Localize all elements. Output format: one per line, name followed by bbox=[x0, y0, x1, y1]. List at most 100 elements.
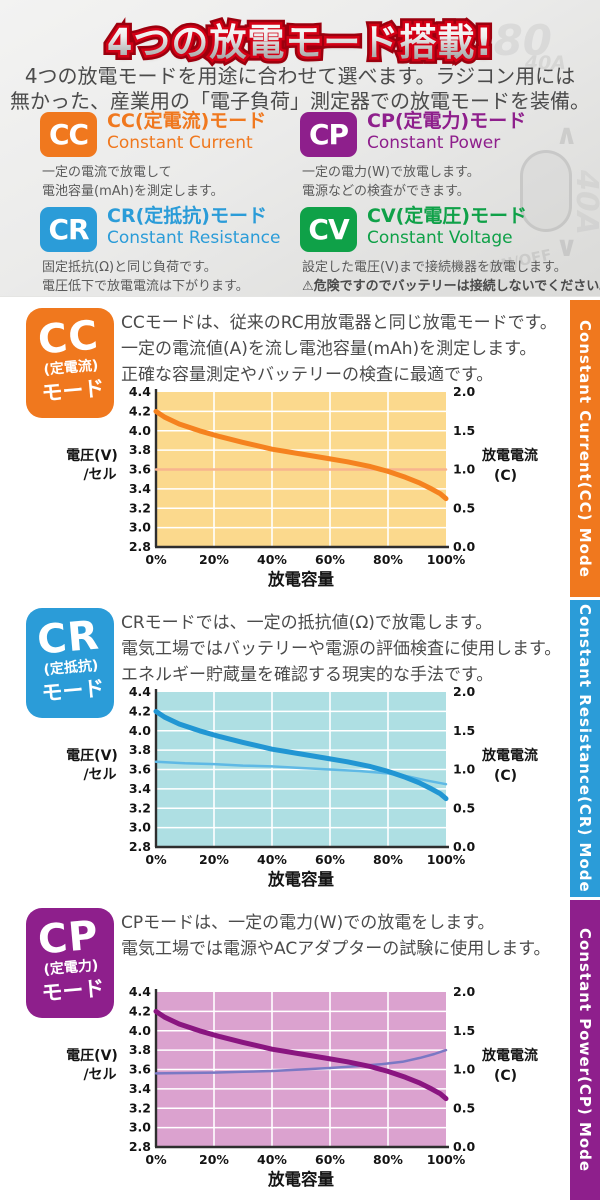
mode-card-cc: CC CC(定電流)モード Constant Current 一定の電流で放電し… bbox=[40, 110, 295, 202]
y-left-axis-label: /セル bbox=[83, 1067, 116, 1083]
mode-title: CV(定電圧)モード bbox=[367, 205, 528, 227]
x-tick: 20% bbox=[199, 852, 229, 867]
x-tick: 0% bbox=[145, 552, 167, 567]
x-tick: 0% bbox=[145, 1152, 167, 1167]
y-right-tick: 0.0 bbox=[453, 839, 475, 854]
y-left-tick: 3.6 bbox=[129, 1062, 151, 1077]
side-strip-label: Constant Current(CC) Mode bbox=[576, 319, 594, 578]
y-left-tick: 3.2 bbox=[129, 800, 151, 815]
y-left-axis-label: 電圧(V) bbox=[66, 447, 118, 464]
warning-text: ⚠危険ですのでバッテリーは接続しないでください。 bbox=[302, 279, 600, 294]
y-left-axis-label: /セル bbox=[83, 467, 116, 483]
y-right-axis-label: 放電電流 bbox=[481, 747, 538, 764]
x-tick: 40% bbox=[257, 552, 287, 567]
y-right-tick: 1.0 bbox=[453, 462, 475, 477]
y-left-axis-label: 電圧(V) bbox=[66, 1047, 118, 1064]
page-title-outline: 4つの放電モード搭載! bbox=[0, 12, 600, 69]
y-right-axis-label: 放電電流 bbox=[481, 1047, 538, 1064]
y-left-axis-label: 電圧(V) bbox=[66, 747, 118, 764]
y-left-tick: 4.2 bbox=[129, 403, 151, 418]
y-right-tick: 0.5 bbox=[453, 500, 475, 515]
cp-mode-badge: CP (定電力) モード bbox=[26, 908, 114, 1018]
y-left-tick: 4.0 bbox=[129, 1023, 151, 1038]
y-left-tick: 3.2 bbox=[129, 1100, 151, 1115]
side-strip-cp: Constant Power(CP) Mode bbox=[570, 900, 600, 1200]
y-left-tick: 3.0 bbox=[129, 1120, 151, 1135]
side-strip-label: Constant Resistance(CR) Mode bbox=[576, 604, 594, 893]
y-left-tick: 4.4 bbox=[129, 686, 151, 699]
y-right-tick: 1.5 bbox=[453, 723, 475, 738]
hero-section: 0380 40A ∧ ∨ ON/OFF 40A 4つの放電モード搭載! 4つの放… bbox=[0, 0, 600, 297]
y-right-tick: 2.0 bbox=[453, 986, 475, 999]
y-left-tick: 4.2 bbox=[129, 1003, 151, 1018]
series-電圧(V)/セル bbox=[153, 1008, 449, 1102]
x-axis-label: 放電容量 bbox=[267, 869, 335, 889]
cr-mode-badge: CR (定抵抗) モード bbox=[26, 608, 114, 718]
mode-card-cr: CR CR(定抵抗)モード Constant Resistance 固定抵抗(Ω… bbox=[40, 205, 295, 297]
x-tick: 60% bbox=[315, 552, 345, 567]
side-strip-label: Constant Power(CP) Mode bbox=[576, 927, 594, 1173]
x-tick: 80% bbox=[373, 1152, 403, 1167]
x-tick: 60% bbox=[315, 852, 345, 867]
y-right-tick: 2.0 bbox=[453, 386, 475, 399]
series-電圧(V)/セル bbox=[153, 408, 449, 502]
x-tick: 100% bbox=[427, 552, 466, 567]
page-title-fill: 4つの放電モード搭載! bbox=[0, 12, 600, 66]
y-left-tick: 4.4 bbox=[129, 386, 151, 399]
x-axis-label: 放電容量 bbox=[267, 569, 335, 589]
mode-title: CC(定電流)モード bbox=[107, 110, 267, 132]
y-left-tick: 3.8 bbox=[129, 1042, 151, 1057]
cc-mode-badge: CC (定電流) モード bbox=[26, 308, 114, 418]
x-tick: 40% bbox=[257, 1152, 287, 1167]
section-cr: CR (定抵抗) モード CRモードでは、一定の抵抗値(Ω)で放電します。 電気… bbox=[0, 600, 600, 897]
y-left-tick: 4.0 bbox=[129, 423, 151, 438]
badge-letters: CC bbox=[36, 312, 101, 364]
x-tick: 0% bbox=[145, 852, 167, 867]
y-left-tick: 3.2 bbox=[129, 500, 151, 515]
y-left-tick: 3.6 bbox=[129, 762, 151, 777]
mode-subtitle: Constant Power bbox=[367, 133, 501, 153]
section-paragraph: CRモードでは、一定の抵抗値(Ω)で放電します。 電気工場ではバッテリーや電源の… bbox=[121, 613, 562, 685]
y-right-tick: 0.0 bbox=[453, 539, 475, 554]
mode-description: 一定の電力(W)で放電します。 電源などの検査ができます。 bbox=[302, 165, 480, 199]
y-left-tick: 3.4 bbox=[129, 1081, 151, 1096]
y-right-tick: 1.0 bbox=[453, 762, 475, 777]
scroll-wheel-shape bbox=[520, 150, 572, 232]
page-title-stroke: 4つの放電モード搭載! bbox=[0, 12, 600, 67]
mode-title: CP(定電力)モード bbox=[367, 110, 527, 132]
y-left-tick: 3.8 bbox=[129, 442, 151, 457]
x-tick: 60% bbox=[315, 1152, 345, 1167]
x-tick: 100% bbox=[427, 1152, 466, 1167]
section-cp: CP (定電力) モード CPモードは、一定の電力(W)での放電をします。 電気… bbox=[0, 900, 600, 1200]
y-right-axis-label: (C) bbox=[494, 768, 517, 784]
cp-discharge-chart: 4.4 4.2 4.0 3.8 3.6 3.4 3.2 3.0 2.80% 20% 40% 60% 80… bbox=[66, 986, 538, 1189]
section-cc: CC (定電流) モード CCモードは、従来のRC用放電器と同じ放電モードです。… bbox=[0, 300, 600, 597]
y-right-tick: 0.5 bbox=[453, 800, 475, 815]
y-right-axis-label: (C) bbox=[494, 1068, 517, 1084]
mode-card-cv: CV CV(定電圧)モード Constant Voltage 設定した電圧(V)… bbox=[300, 205, 600, 297]
y-left-tick: 3.6 bbox=[129, 462, 151, 477]
x-tick: 20% bbox=[199, 1152, 229, 1167]
cc-badge: CC bbox=[40, 112, 97, 157]
cc-discharge-chart: 4.4 4.2 4.0 3.8 3.6 3.4 3.2 3.0 2.80% 20% 40% 60% 80… bbox=[66, 386, 538, 589]
y-right-tick: 2.0 bbox=[453, 686, 475, 699]
x-tick: 100% bbox=[427, 852, 466, 867]
y-left-tick: 4.2 bbox=[129, 703, 151, 718]
cp-badge: CP bbox=[300, 112, 357, 157]
badge-letters: CR bbox=[35, 612, 102, 664]
y-right-tick: 1.5 bbox=[453, 1023, 475, 1038]
y-right-tick: 0.0 bbox=[453, 1139, 475, 1154]
mode-title: CR(定抵抗)モード bbox=[107, 205, 267, 227]
y-left-tick: 4.0 bbox=[129, 723, 151, 738]
y-right-tick: 1.5 bbox=[453, 423, 475, 438]
y-right-axis-label: (C) bbox=[494, 468, 517, 484]
cr-discharge-chart: 4.4 4.2 4.0 3.8 3.6 3.4 3.2 3.0 2.80% 20% 40% 60% 80… bbox=[66, 686, 538, 889]
y-right-tick: 1.0 bbox=[453, 1062, 475, 1077]
cr-badge: CR bbox=[40, 207, 97, 252]
side-strip-cr: Constant Resistance(CR) Mode bbox=[570, 600, 600, 897]
section-paragraph: CCモードは、従来のRC用放電器と同じ放電モードです。 一定の電流値(A)を流し… bbox=[121, 313, 557, 385]
x-tick: 80% bbox=[373, 852, 403, 867]
mode-subtitle: Constant Current bbox=[107, 133, 253, 153]
mode-description: 設定した電圧(V)まで接続機器を放電します。 ⚠危険ですのでバッテリーは接続しな… bbox=[302, 258, 600, 296]
